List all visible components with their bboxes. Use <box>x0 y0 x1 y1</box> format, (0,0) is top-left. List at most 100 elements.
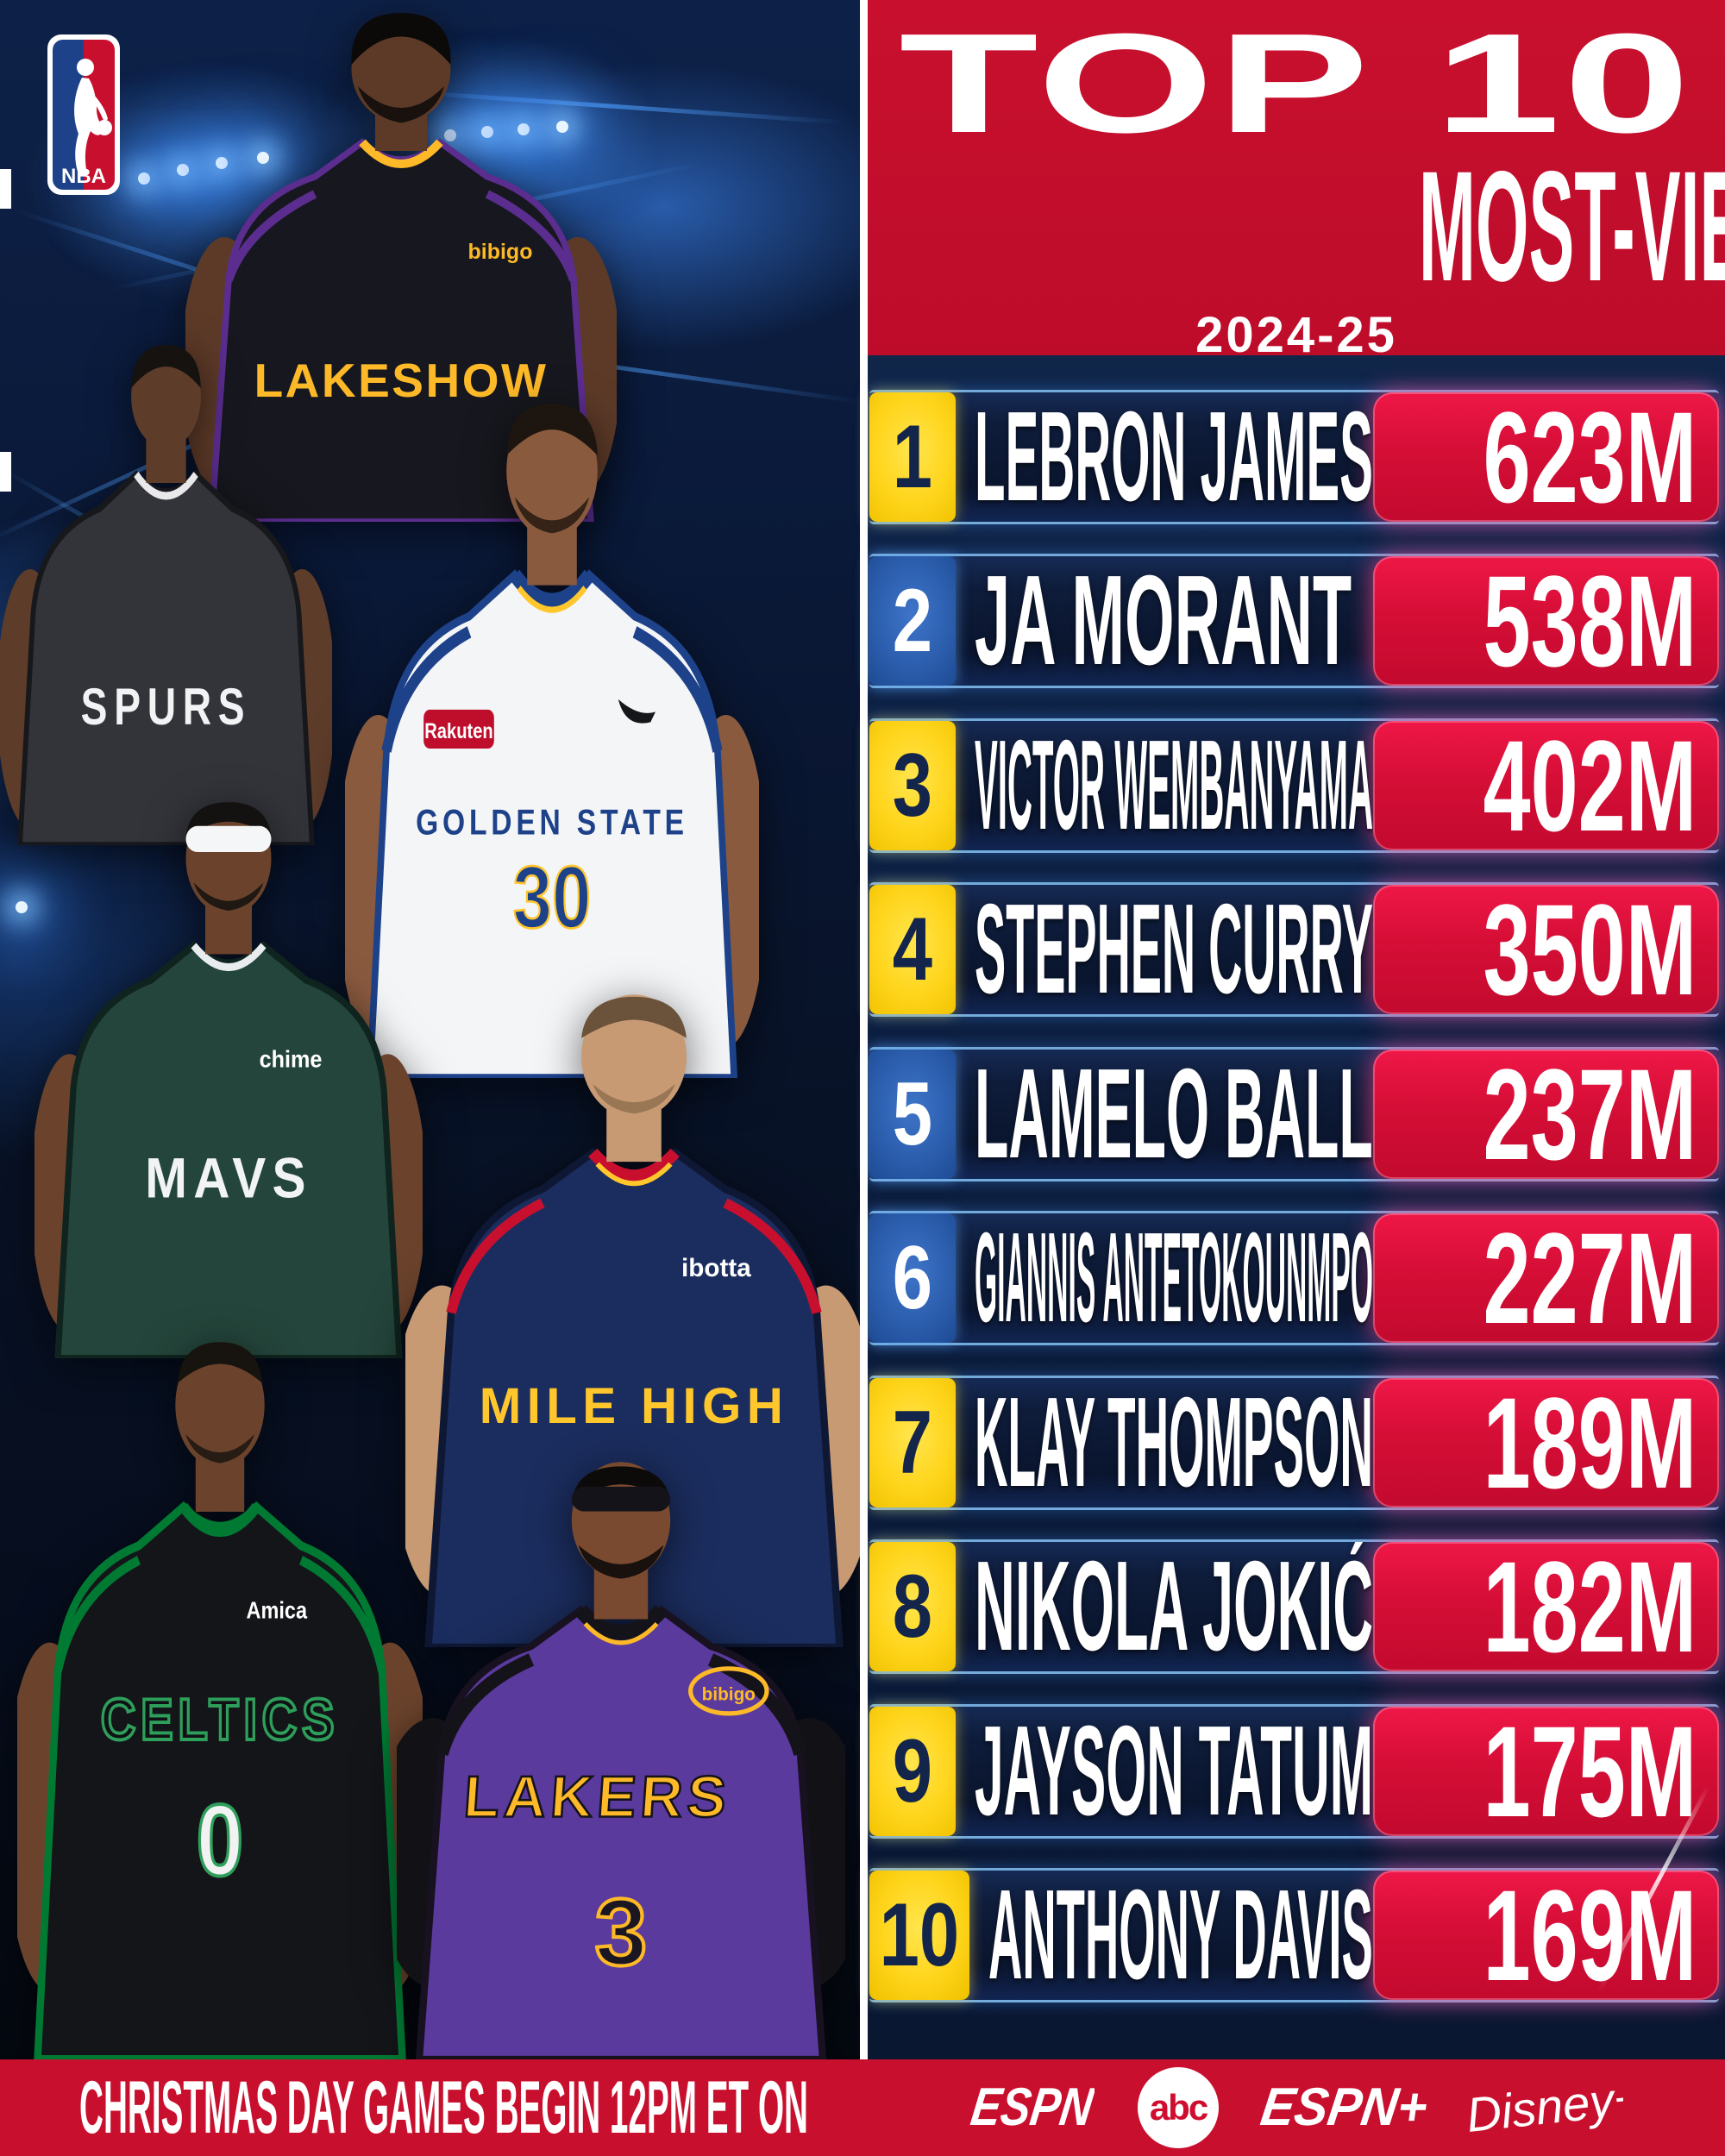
player-name: JA MORANT <box>975 556 1352 686</box>
views-value: 175M <box>1483 1698 1697 1844</box>
views-badge: 189M <box>1372 1377 1719 1507</box>
wembanyama-jersey-text: SPURS <box>81 679 252 736</box>
views-badge: 623M <box>1372 385 1719 530</box>
rank-number: 8 <box>892 1557 933 1658</box>
rank-number: 9 <box>892 1720 933 1821</box>
rank-number: 4 <box>892 899 933 1000</box>
player-photo-collage: NBA bibigo LAKESHOW SPURS <box>0 0 860 2059</box>
rank-number: 10 <box>879 1884 960 1985</box>
rank-row-9: 9 JAYSON TATUM 175M <box>869 1698 1719 1844</box>
rank-badge: 1 <box>869 392 956 522</box>
disney-plus-logo-text: Disney+ <box>1464 2071 1623 2142</box>
views-badge: 237M <box>1372 1041 1719 1187</box>
player-name-cell: KLAY THOMPSON <box>956 1378 1373 1507</box>
klay-sponsor-patch: chime <box>260 1045 323 1073</box>
player-name: VICTOR WEMBANYAMA <box>975 720 1373 850</box>
ranking-panel: TOP 10 MOST-VIEWED PLAYERS 2024-25 1 LEB… <box>868 0 1725 2059</box>
season-label: 2024-25 <box>1195 306 1397 363</box>
edge-tick-mark <box>0 452 11 492</box>
player-name-cell: JAYSON TATUM <box>956 1707 1373 1836</box>
player-name: NIKOLA JOKIĆ <box>975 1542 1373 1672</box>
arena-spotlight <box>138 172 150 185</box>
player-name-cell: NIKOLA JOKIĆ <box>956 1542 1373 1671</box>
views-value: 237M <box>1483 1041 1697 1187</box>
rank-row-4: 4 STEPHEN CURRY 350M <box>869 882 1719 1018</box>
ranking-list: 1 LEBRON JAMES 623M 2 JA MORANT 538M 3 V… <box>868 390 1725 2002</box>
rank-badge: 9 <box>869 1706 956 1836</box>
klay-jersey-text: MAVS <box>145 1148 311 1211</box>
views-badge: 182M <box>1372 1534 1719 1680</box>
arena-spotlight <box>444 129 456 141</box>
rank-badge: 8 <box>869 1542 956 1672</box>
views-badge: 175M <box>1372 1698 1719 1844</box>
nba-logo: NBA <box>47 34 120 195</box>
lebron-sponsor-patch: bibigo <box>468 240 533 264</box>
page-subtitle: MOST-VIEWED PLAYERS <box>1418 137 1725 314</box>
player-name-cell: STEPHEN CURRY <box>956 885 1373 1014</box>
rank-badge: 4 <box>869 885 956 1015</box>
views-value: 402M <box>1483 712 1697 858</box>
tatum-jersey-number: 0 <box>197 1784 244 1897</box>
espn-plus-logo: ESPN+ <box>1258 2080 1432 2135</box>
player-victor-wembanyama: SPURS <box>0 345 332 845</box>
player-name: LEBRON JAMES <box>975 392 1373 522</box>
arena-spotlight <box>257 152 269 164</box>
rank-row-6: 6 GIANNIS ANTETOKOUNMPO 227M <box>869 1206 1719 1351</box>
views-badge: 227M <box>1372 1206 1719 1351</box>
views-value: 623M <box>1483 385 1697 530</box>
rank-badge: 7 <box>869 1377 956 1507</box>
views-value: 227M <box>1483 1206 1697 1351</box>
player-name: ANTHONY DAVIS <box>988 1870 1373 2000</box>
arena-spotlight <box>216 157 228 169</box>
rank-number: 7 <box>892 1392 933 1493</box>
views-badge: 538M <box>1372 556 1719 686</box>
jokic-jersey-text: MILE HIGH <box>480 1378 788 1434</box>
title-line-1-wrap: TOP 10 <box>900 13 1693 154</box>
views-badge: 350M <box>1372 885 1719 1015</box>
player-name-cell: GIANNIS ANTETOKOUNMPO <box>956 1213 1373 1343</box>
rank-number: 6 <box>892 1228 933 1329</box>
panel-header: TOP 10 MOST-VIEWED PLAYERS 2024-25 <box>868 0 1725 363</box>
views-value: 182M <box>1483 1534 1697 1680</box>
player-name: JAYSON TATUM <box>975 1706 1373 1836</box>
player-anthony-davis: bibigo LAKERS 3 <box>397 1462 845 2059</box>
views-badge: 169M <box>1372 1862 1719 2008</box>
abc-logo-text: abc <box>1150 2087 1208 2128</box>
rank-badge: 5 <box>869 1049 956 1179</box>
arena-spotlight <box>481 126 493 138</box>
davis-sponsor-patch: bibigo <box>702 1684 756 1704</box>
rank-number: 2 <box>892 571 933 672</box>
player-name-cell: ANTHONY DAVIS <box>969 1871 1373 2000</box>
player-nikola-jokic: ibotta MILE HIGH <box>405 994 860 1647</box>
views-value: 169M <box>1483 1862 1697 2008</box>
player-name-cell: LAMELO BALL <box>956 1050 1373 1179</box>
espn-logo-text: ESPN <box>968 2080 1095 2135</box>
disney-plus-logo: Disney+ <box>1464 2071 1623 2142</box>
nba-logo-wordmark: NBA <box>61 165 106 188</box>
banner-text: CHRISTMAS DAY GAMES BEGIN 12PM ET ON <box>79 2066 808 2149</box>
curry-sponsor-patch: Rakuten <box>424 718 493 743</box>
title-line-2-wrap: MOST-VIEWED PLAYERS <box>886 147 1725 304</box>
rank-row-3: 3 VICTOR WEMBANYAMA 402M <box>869 718 1719 853</box>
rank-number: 5 <box>892 1063 933 1164</box>
player-klay-thompson: chime MAVS <box>34 802 423 1358</box>
rank-row-7: 7 KLAY THOMPSON 189M <box>869 1375 1719 1510</box>
davis-jersey-text: LAKERS <box>461 1765 732 1830</box>
player-lebron-james: bibigo LAKESHOW <box>185 13 617 522</box>
curry-jersey-text: GOLDEN STATE <box>416 803 688 843</box>
davis-jersey-number: 3 <box>595 1881 648 1986</box>
player-name: LAMELO BALL <box>975 1049 1373 1179</box>
player-jayson-tatum: Amica CELTICS 0 <box>17 1342 423 2059</box>
espn-plus-logo-text: ESPN+ <box>1258 2080 1432 2135</box>
arena-spotlight <box>556 121 568 133</box>
player-name-cell: JA MORANT <box>956 556 1373 686</box>
player-name: STEPHEN CURRY <box>975 885 1373 1015</box>
arena-spotlight <box>16 901 28 913</box>
rank-badge: 6 <box>869 1213 956 1344</box>
rank-row-8: 8 NIKOLA JOKIĆ 182M <box>869 1534 1719 1680</box>
rank-number: 3 <box>892 735 933 836</box>
edge-tick-mark <box>0 169 11 209</box>
tatum-sponsor-patch: Amica <box>247 1598 308 1624</box>
views-badge: 402M <box>1372 712 1719 858</box>
curry-jersey-number: 30 <box>513 848 592 947</box>
